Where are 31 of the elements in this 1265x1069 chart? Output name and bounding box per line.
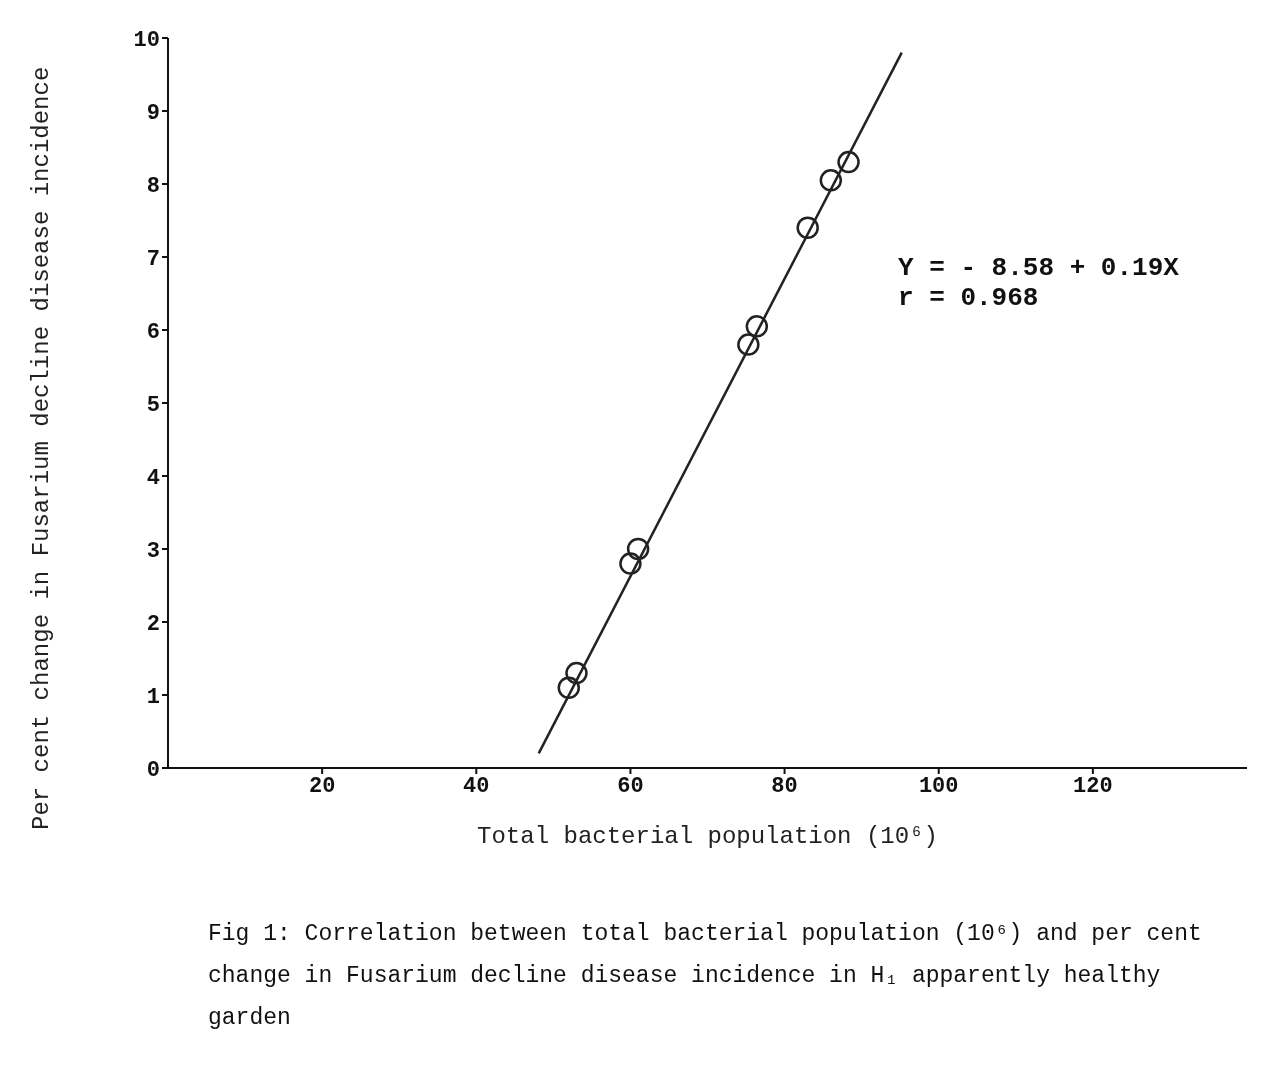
- y-tick-label: 1: [146, 684, 160, 710]
- annotation: r = 0.968: [898, 283, 1040, 313]
- point: [745, 315, 769, 338]
- point: [819, 169, 843, 192]
- y-tick-label: 3: [146, 538, 160, 564]
- point: [565, 661, 588, 685]
- point: [796, 216, 819, 240]
- x-tick-label: 20: [308, 773, 336, 799]
- point: [737, 333, 760, 356]
- y-tick-label: 9: [146, 100, 160, 126]
- annotation: Y = - 8.58 + 0.19X: [898, 253, 1179, 283]
- y-tick-label: 8: [146, 173, 160, 199]
- y-tick-label: 6: [146, 319, 160, 345]
- y-tick-label: 10: [133, 27, 160, 53]
- x-tick-label: 60: [617, 773, 644, 799]
- y-tick-label: 7: [146, 246, 160, 272]
- x-axis-title: Total bacterial population (10⁶): [477, 823, 938, 850]
- y-tick-label: 4: [146, 465, 160, 491]
- y-tick-label: 0: [146, 757, 160, 783]
- x-tick-label: 40: [463, 773, 490, 799]
- point: [837, 150, 860, 174]
- point: [557, 676, 581, 699]
- point: [619, 552, 642, 575]
- y-axis-title: Per cent change in Fusarium decline disease incidence: [28, 65, 55, 832]
- y-tick-label: 2: [146, 611, 160, 637]
- y-tick-label: 5: [146, 392, 160, 418]
- x-tick-label: 120: [1073, 773, 1113, 799]
- point: [626, 537, 650, 561]
- x-tick-label: 100: [918, 773, 959, 799]
- caption: Fig 1: Correlation between total bacterial population (10⁶) and per cent change in Fusarium decline disease incidence in H₁ apparently healthy garden: [208, 920, 1203, 1033]
- x-tick-label: 80: [771, 773, 798, 799]
